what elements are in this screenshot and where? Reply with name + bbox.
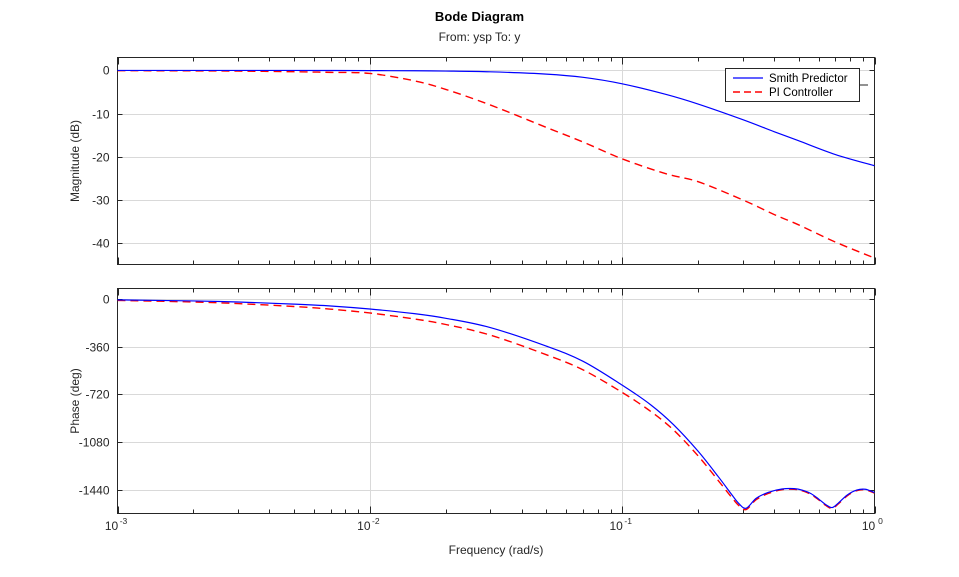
figure-subtitle: From: ysp To: y — [438, 30, 521, 44]
frequency-xtick-label-0: 10 -3 — [105, 516, 128, 533]
phase-ytick-label-1: -360 — [85, 341, 109, 355]
svg-text:10: 10 — [105, 519, 119, 533]
svg-text:10: 10 — [609, 519, 623, 533]
frequency-xlabel: Frequency (rad/s) — [449, 543, 544, 557]
magnitude-curve-layer — [117, 69, 875, 259]
svg-text:10: 10 — [862, 519, 876, 533]
frequency-xtick-label-2: 10 -1 — [609, 516, 632, 533]
magnitude-ylabel: Magnitude (dB) — [68, 120, 82, 202]
legend[interactable]: Smith Predictor PI Controller — [725, 68, 869, 102]
magnitude-curve-smith-predictor — [117, 69, 875, 167]
phase-tickmarks — [117, 288, 876, 514]
magnitude-ytick-label-3: -30 — [92, 194, 110, 208]
magnitude-ytick-label-1: -10 — [92, 108, 110, 122]
frequency-xtick-labels: 10 -3 10 -2 10 -1 10 0 — [105, 516, 883, 533]
magnitude-axes-box — [117, 57, 875, 265]
magnitude-ytick-labels: 0 -10 -20 -30 -40 — [92, 64, 110, 251]
magnitude-subplot: 0 -10 -20 -30 -40 Magnitude (dB) — [68, 57, 876, 265]
frequency-xtick-label-1: 10 -2 — [357, 516, 380, 533]
legend-label-smith-predictor: Smith Predictor — [769, 73, 848, 85]
phase-ytick-labels: 0 -360 -720 -1080 -1440 — [79, 293, 110, 498]
phase-axes-box — [117, 288, 875, 514]
phase-ytick-label-3: -1080 — [79, 436, 110, 450]
phase-ytick-label-2: -720 — [85, 388, 109, 402]
phase-curve-smith-predictor — [117, 299, 875, 509]
phase-ytick-label-4: -1440 — [79, 484, 110, 498]
svg-text:-3: -3 — [120, 516, 128, 526]
svg-text:-1: -1 — [624, 516, 632, 526]
magnitude-curves — [117, 69, 875, 259]
svg-text:-2: -2 — [372, 516, 380, 526]
phase-curve-pi-controller — [117, 299, 875, 511]
legend-label-pi-controller: PI Controller — [769, 87, 833, 99]
magnitude-ytick-label-2: -20 — [92, 151, 110, 165]
phase-subplot: 0 -360 -720 -1080 -1440 Phase (deg) — [68, 288, 876, 514]
frequency-xtick-label-3: 10 0 — [862, 516, 883, 533]
phase-ytick-label-0: 0 — [103, 293, 110, 307]
phase-ylabel: Phase (deg) — [68, 368, 82, 433]
magnitude-ytick-label-0: 0 — [103, 64, 110, 78]
figure-title: Bode Diagram — [434, 9, 525, 24]
magnitude-ytick-label-4: -40 — [92, 237, 110, 251]
magnitude-curve-pi-controller — [117, 69, 875, 259]
phase-curves — [117, 299, 875, 511]
phase-curve-layer — [117, 299, 875, 511]
svg-text:10: 10 — [357, 519, 371, 533]
svg-text:0: 0 — [878, 516, 883, 526]
phase-gridlines — [117, 288, 875, 514]
